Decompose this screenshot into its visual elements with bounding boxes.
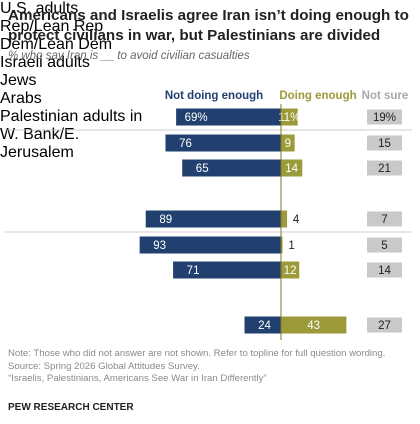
bar (281, 108, 298, 126)
value-label: 11% (278, 112, 300, 124)
chart-title: Americans and Israelis agree Iran isn’t … (8, 7, 409, 44)
value-label: 71 (187, 265, 200, 277)
value-label: 69% (185, 112, 208, 124)
value-label: 14 (285, 163, 298, 175)
value-label: 24 (258, 320, 271, 332)
category-label: Rep/Lean Rep (0, 18, 104, 35)
value-label: 19% (373, 112, 396, 124)
legend-label: Not sure (362, 90, 409, 102)
note: “Israelis, Palestinians, Americans See W… (8, 373, 267, 384)
value-label: 65 (196, 163, 209, 175)
bar (176, 108, 281, 126)
value-label: 43 (307, 320, 320, 332)
value-label: 76 (179, 138, 192, 150)
category-label: Dem/Lean Dem (0, 36, 113, 53)
legend-label: Not doing enough (165, 90, 263, 102)
bar (367, 237, 402, 253)
bar (139, 236, 281, 254)
bar (367, 317, 402, 333)
value-label: 1 (288, 240, 294, 252)
value-label: 27 (378, 320, 391, 332)
bar (244, 316, 281, 334)
legend-label: Doing enough (279, 90, 356, 102)
notes: Note: Those who did not answer are not s… (8, 348, 418, 386)
value-label: 21 (378, 163, 391, 175)
bar (281, 316, 347, 334)
note: Source: Spring 2026 Global Attitudes Sur… (8, 360, 200, 372)
value-label: 12 (284, 265, 297, 277)
chart: Not doing enough Doing enough Not sure 69% 1… (5, 90, 412, 340)
value-label: 89 (159, 214, 172, 226)
category-label: Jews (0, 72, 37, 89)
bar (367, 262, 402, 278)
value-label: 7 (381, 214, 387, 226)
bar (281, 159, 303, 177)
category-label: U.S. adults (0, 0, 79, 17)
value-label: 4 (293, 214, 300, 226)
value-label: 93 (153, 240, 166, 252)
source: PEW RESEARCH CENTER (8, 402, 134, 413)
bar (367, 135, 402, 151)
value-label: 9 (285, 138, 291, 150)
bar (367, 160, 402, 176)
bar (182, 159, 281, 177)
bar (281, 210, 288, 228)
value-label: 14 (378, 265, 391, 277)
bar (165, 134, 281, 152)
category-label: Arabs (0, 90, 42, 107)
value-label: 15 (378, 138, 391, 150)
value-label: 5 (381, 240, 387, 252)
category-label: Israeli adults (0, 54, 90, 71)
bar (281, 134, 295, 152)
bar (281, 236, 283, 254)
bar (145, 210, 281, 228)
bar (281, 261, 300, 279)
bar (367, 211, 402, 227)
bar (173, 261, 281, 279)
bar (367, 109, 402, 125)
chart-subtitle: % who say Iran is __ to avoid civilian c… (8, 50, 250, 62)
note: Note: Those who did not answer are not s… (8, 348, 386, 359)
